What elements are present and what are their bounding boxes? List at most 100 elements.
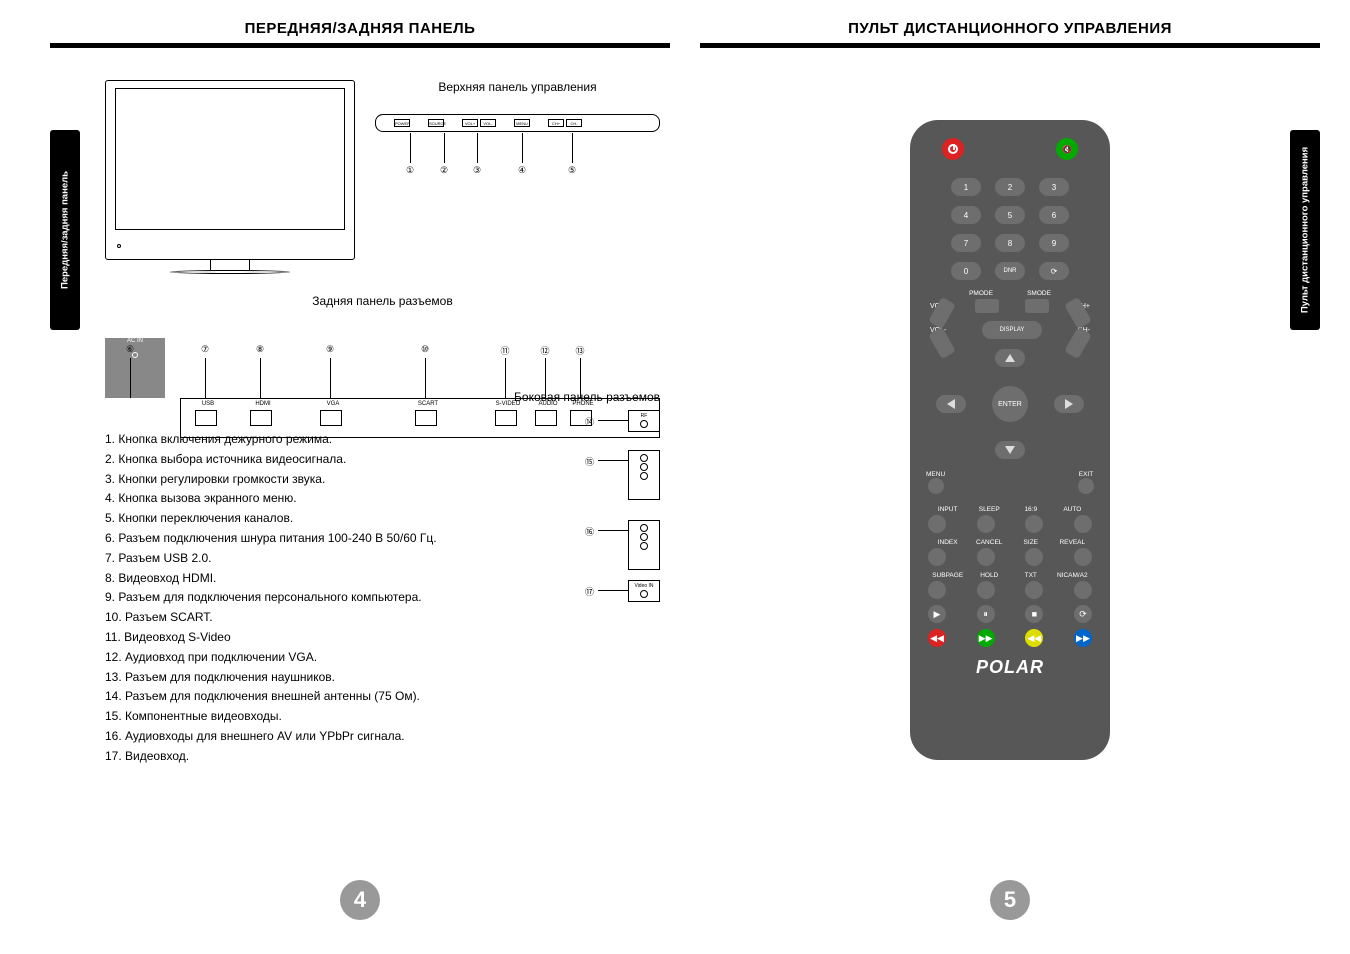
exit-button[interactable] (1078, 478, 1094, 494)
tv-diagram (105, 80, 355, 260)
remote-brand: POLAR (924, 657, 1096, 678)
top-panel-source-button: SOURCE (428, 119, 444, 127)
page-number-left: 4 (340, 880, 380, 920)
num-row-3: 7 8 9 (924, 234, 1096, 252)
rear-num-7: ⑦ (199, 344, 211, 355)
smode-label: SMODE (1022, 290, 1056, 297)
smode-button[interactable] (1025, 299, 1049, 313)
rear-num-6: ⑥ (124, 344, 136, 355)
rear-port-hdmi (250, 410, 272, 426)
list-item-14: 14. Разъем для подключения внешней антен… (105, 687, 520, 707)
top-panel-num-3: ③ (471, 165, 483, 176)
play-button[interactable]: ▶ (928, 605, 946, 623)
list-item-12: 12. Аудиовход при подключении VGA. (105, 648, 520, 668)
func-reveal-button[interactable] (1074, 548, 1092, 566)
left-hr (50, 43, 670, 48)
top-panel-menu-button: MENU (514, 119, 530, 127)
func-label-cancel: CANCEL (970, 539, 1009, 546)
rear-num-12: ⑫ (539, 344, 551, 357)
side-port-box-17: Video IN (628, 580, 660, 602)
top-panel-num-1: ① (404, 165, 416, 176)
dpad-right[interactable] (1054, 395, 1084, 413)
list-item-1: 1. Кнопка включения дежурного режима. (105, 430, 520, 450)
dpad-left[interactable] (936, 395, 966, 413)
func-label-hold: HOLD (970, 572, 1009, 579)
func-input-button[interactable] (928, 515, 946, 533)
display-button[interactable]: DISPLAY (982, 321, 1042, 339)
num-0-button[interactable]: 0 (951, 262, 981, 280)
func-subpage-button[interactable] (928, 581, 946, 599)
func-auto-button[interactable] (1074, 515, 1092, 533)
rear-num-8: ⑧ (254, 344, 266, 355)
pmode-button[interactable] (975, 299, 999, 313)
rear-port-scart (415, 410, 437, 426)
left-page-title: ПЕРЕДНЯЯ/ЗАДНЯЯ ПАНЕЛЬ (50, 20, 670, 37)
func-cancel-button[interactable] (977, 548, 995, 566)
num-1-button[interactable]: 1 (951, 178, 981, 196)
yellow-button[interactable]: ◀◀ (1025, 629, 1043, 647)
rear-label-hdmi: HDMI (248, 401, 278, 407)
rear-label-vga: VGA (318, 401, 348, 407)
num-4-button[interactable]: 4 (951, 206, 981, 224)
power-button[interactable] (942, 138, 964, 160)
left-page: Передняя/задняя панель ПЕРЕДНЯЯ/ЗАДНЯЯ П… (50, 20, 670, 920)
top-panel-num-5: ⑤ (566, 165, 578, 176)
red-button[interactable]: ◀◀ (928, 629, 946, 647)
rear-label-scart: SCART (413, 401, 443, 407)
side-tab-left-label: Передняя/задняя панель (60, 171, 71, 289)
func-16:9-button[interactable] (1025, 515, 1043, 533)
num-3-button[interactable]: 3 (1039, 178, 1069, 196)
list-item-6: 6. Разъем подключения шнура питания 100-… (105, 529, 520, 549)
func-label-reveal: REVEAL (1053, 539, 1092, 546)
dnr-button[interactable]: DNR (995, 262, 1025, 280)
dpad-down[interactable] (995, 441, 1025, 459)
list-item-10: 10. Разъем SCART. (105, 608, 520, 628)
func-label-txt: TXT (1011, 572, 1050, 579)
num-8-button[interactable]: 8 (995, 234, 1025, 252)
num-6-button[interactable]: 6 (1039, 206, 1069, 224)
func-size-button[interactable] (1025, 548, 1043, 566)
num-9-button[interactable]: 9 (1039, 234, 1069, 252)
func-index-button[interactable] (928, 548, 946, 566)
num-7-button[interactable]: 7 (951, 234, 981, 252)
list-item-9: 9. Разъем для подключения персонального … (105, 588, 520, 608)
menu-button[interactable] (928, 478, 944, 494)
stop-button[interactable]: ■ (1025, 605, 1043, 623)
right-page-title: ПУЛЬТ ДИСТАНЦИОННОГО УПРАВЛЕНИЯ (700, 20, 1320, 37)
func-nicam/a2-button[interactable] (1074, 581, 1092, 599)
page-number-right: 5 (990, 880, 1030, 920)
list-item-8: 8. Видеовход HDMI. (105, 569, 520, 589)
func-label-16:9: 16:9 (1011, 506, 1050, 513)
num-2-button[interactable]: 2 (995, 178, 1025, 196)
num-5-button[interactable]: 5 (995, 206, 1025, 224)
right-page: Пульт дистанционного управления ПУЛЬТ ДИ… (700, 20, 1320, 920)
play-row: ▶ ⏸ ■ ⟳ (924, 605, 1096, 623)
func-hold-button[interactable] (977, 581, 995, 599)
enter-button[interactable]: ENTER (992, 386, 1028, 422)
rear-num-11: ⑪ (499, 344, 511, 357)
pause-button[interactable]: ⏸ (977, 605, 995, 623)
side-tab-left: Передняя/задняя панель (50, 130, 80, 330)
side-port-box-15 (628, 450, 660, 500)
list-item-2: 2. Кнопка выбора источника видеосигнала. (105, 450, 520, 470)
rear-port-usb (195, 410, 217, 426)
green-button[interactable]: ▶▶ (977, 629, 995, 647)
mute-button[interactable]: 🔇 (1056, 138, 1078, 160)
func-sleep-button[interactable] (977, 515, 995, 533)
repeat-button[interactable]: ⟳ (1074, 605, 1092, 623)
pmode-label: PMODE (964, 290, 998, 297)
menu-exit-row: MENU EXIT (924, 471, 1096, 496)
list-item-15: 15. Компонентные видеовходы. (105, 707, 520, 727)
dpad-up[interactable] (995, 349, 1025, 367)
rear-port-s-video (495, 410, 517, 426)
side-num-16: ⑯ (585, 525, 594, 538)
num-row-1: 1 2 3 (924, 178, 1096, 196)
func-txt-button[interactable] (1025, 581, 1043, 599)
menu-label: MENU (926, 471, 945, 478)
side-port-box-14: RF (628, 410, 660, 432)
blue-button[interactable]: ▶▶ (1074, 629, 1092, 647)
num-row-2: 4 5 6 (924, 206, 1096, 224)
recall-button[interactable]: ⟳ (1039, 262, 1069, 280)
side-tab-right-label: Пульт дистанционного управления (1300, 147, 1311, 313)
top-panel-num-2: ② (438, 165, 450, 176)
